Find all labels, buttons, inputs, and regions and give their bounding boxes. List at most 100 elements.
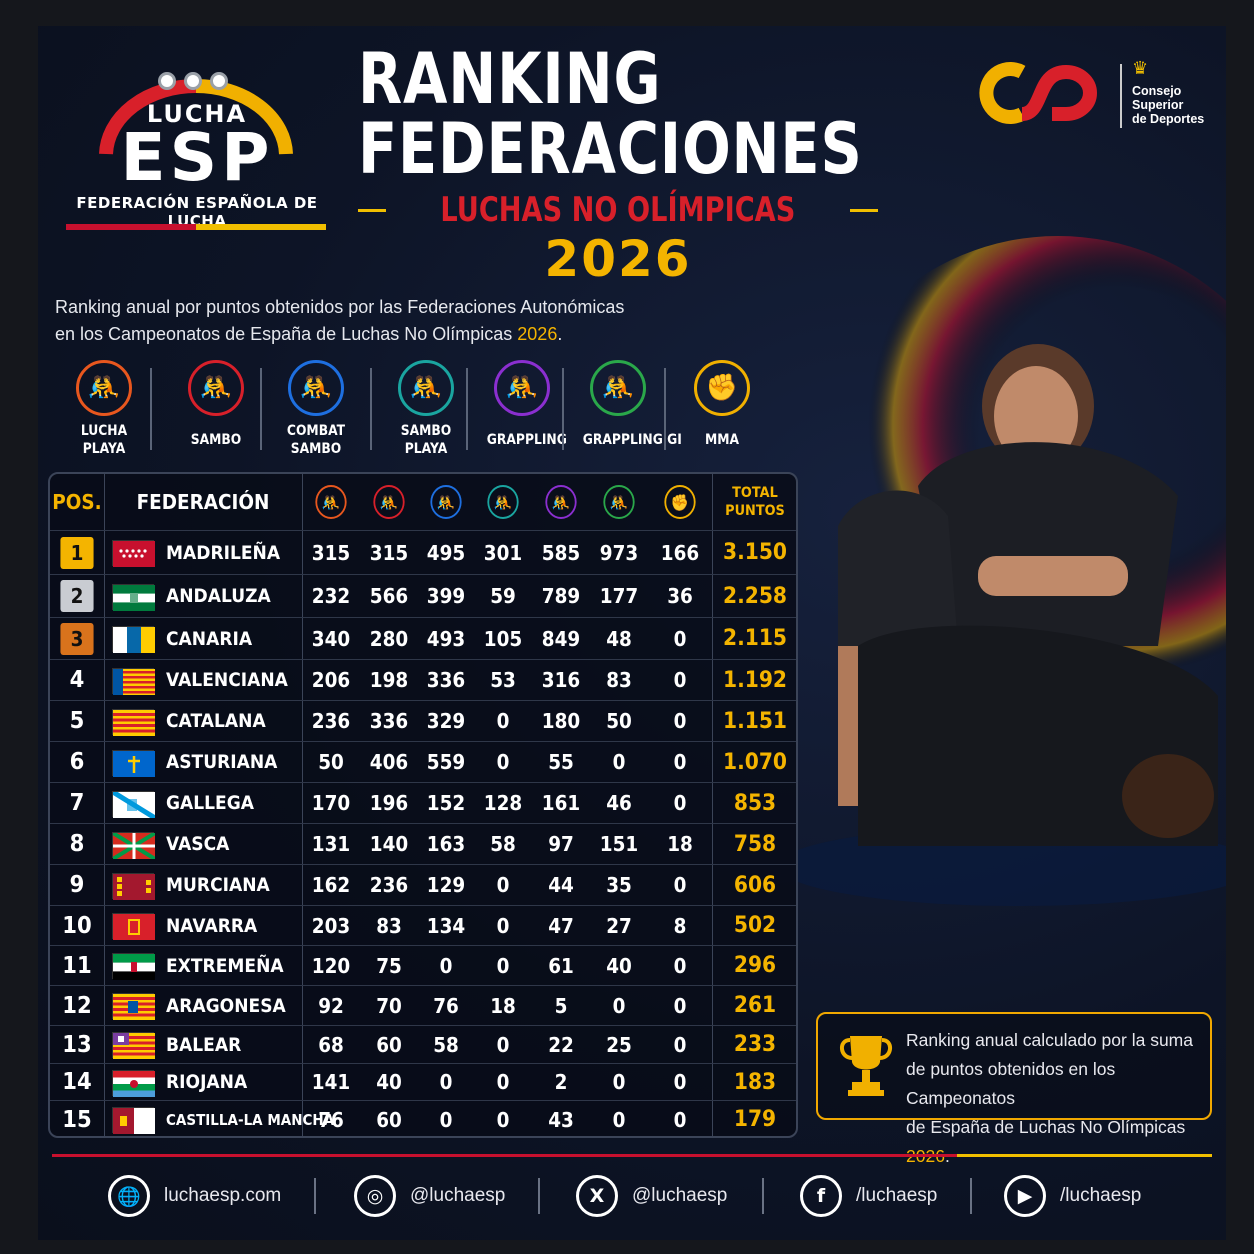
discipline-4: 🤼 GRAPPLING <box>482 360 567 449</box>
total-points: 853 <box>733 790 777 816</box>
federation-name: MADRILEÑA <box>166 541 281 564</box>
points-cell: 180 <box>541 709 581 733</box>
discipline-separator <box>370 368 372 450</box>
points-cell: 301 <box>483 540 523 565</box>
points-cell: 8 <box>673 913 687 938</box>
total-points: 502 <box>733 913 777 938</box>
table-row: 5 CATALANA 236 336 329 0 180 50 0 1.151 <box>50 700 796 741</box>
points-cell: 849 <box>541 626 581 651</box>
position-medal: 2 <box>60 580 94 612</box>
total-points: 1.151 <box>722 708 788 734</box>
points-cell: 399 <box>426 584 466 608</box>
total-points: 261 <box>733 993 777 1018</box>
points-cell: 236 <box>369 873 409 897</box>
points-cell: 140 <box>369 832 409 856</box>
total-points: 233 <box>733 1032 777 1057</box>
points-cell: 61 <box>548 953 574 978</box>
description-line-2: en los Campeonatos de España de Luchas N… <box>55 324 563 344</box>
points-cell: 0 <box>496 1070 510 1094</box>
points-cell: 27 <box>606 913 632 938</box>
points-cell: 329 <box>426 709 466 733</box>
points-cell: 0 <box>673 709 687 733</box>
subtitle: LUCHAS NO OLÍMPICAS <box>358 190 878 230</box>
discipline-label: SAMBO <box>190 432 242 448</box>
points-cell: 48 <box>606 626 632 651</box>
combat-sambo-icon: 🤼 <box>430 485 462 519</box>
discipline-0: 🤼 LUCHA PLAYA <box>64 360 144 458</box>
points-cell: 0 <box>673 993 687 1018</box>
total-points: 179 <box>733 1107 777 1132</box>
trophy-icon <box>840 1036 892 1096</box>
federation-name: RIOJANA <box>166 1071 248 1093</box>
total-points: 296 <box>733 953 777 978</box>
extremadura-flag-icon <box>112 953 155 980</box>
points-cell: 0 <box>496 1107 510 1132</box>
points-cell: 170 <box>311 791 351 815</box>
total-points: 606 <box>733 872 777 898</box>
social-link-facebook[interactable]: f/luchaesp <box>800 1174 937 1218</box>
footer-separator <box>762 1178 764 1214</box>
total-points: 183 <box>733 1069 777 1095</box>
points-cell: 152 <box>426 791 466 815</box>
csd-logo[interactable]: ♛ Consejo Superior de Deportes <box>974 58 1214 138</box>
points-cell: 59 <box>490 584 516 608</box>
points-cell: 105 <box>483 626 523 651</box>
position-cell: 6 <box>69 749 85 775</box>
csd-name: Consejo Superior de Deportes <box>1132 84 1205 126</box>
madrid-flag-icon <box>112 540 155 567</box>
title-line-2: FEDERACIONES <box>358 108 863 190</box>
points-cell: 0 <box>612 993 626 1018</box>
wrestlers-photo <box>798 236 1226 906</box>
aragon-flag-icon <box>112 993 155 1020</box>
table-row: 12 ARAGONESA 92 70 76 18 5 0 0 261 <box>50 985 796 1025</box>
social-handle: /luchaesp <box>856 1185 938 1206</box>
points-cell: 493 <box>426 626 466 651</box>
pais-vasco-flag-icon <box>111 830 157 861</box>
points-cell: 0 <box>439 1107 453 1132</box>
federation-name: VALENCIANA <box>166 669 288 691</box>
points-cell: 76 <box>433 993 459 1018</box>
column-divider <box>302 474 303 1136</box>
points-cell: 70 <box>376 993 402 1018</box>
navarra-flag-icon <box>112 913 155 940</box>
description: Ranking anual por puntos obtenidos por l… <box>55 294 675 348</box>
total-points: 1.070 <box>722 749 788 775</box>
table-row: 9 MURCIANA 162 236 129 0 44 35 0 606 <box>50 864 796 905</box>
table-row: 10 NAVARRA 203 83 134 0 47 27 8 502 <box>50 905 796 945</box>
points-cell: 280 <box>369 626 409 651</box>
points-cell: 53 <box>490 668 516 692</box>
position-cell: 12 <box>62 992 92 1019</box>
points-cell: 559 <box>426 750 466 774</box>
social-link-x[interactable]: X @luchaesp <box>576 1174 727 1218</box>
lucha-esp-logo[interactable]: LUCHA ESP FEDERACIÓN ESPAÑOLA DE LUCHA <box>52 46 326 236</box>
position-cell: 8 <box>69 831 85 857</box>
points-cell: 495 <box>426 540 466 565</box>
points-cell: 0 <box>673 873 687 897</box>
points-cell: 0 <box>673 953 687 978</box>
points-cell: 25 <box>606 1032 632 1057</box>
header-discipline-5: 🤼 <box>592 474 645 530</box>
points-cell: 0 <box>496 709 510 733</box>
federation-name: NAVARRA <box>166 914 258 937</box>
description-line-1: Ranking anual por puntos obtenidos por l… <box>55 297 625 317</box>
csd-mark-icon <box>979 62 1097 124</box>
federation-name: BALEAR <box>166 1033 242 1056</box>
table-row: 11 EXTREMEÑA 120 75 0 0 61 40 0 296 <box>50 945 796 985</box>
points-cell: 315 <box>311 540 351 565</box>
points-cell: 141 <box>311 1070 351 1094</box>
social-link-youtube[interactable]: ▶ /luchaesp <box>1004 1174 1141 1218</box>
points-cell: 196 <box>369 791 409 815</box>
header-discipline-2: 🤼 <box>420 474 472 530</box>
discipline-legend: 🤼 LUCHA PLAYA 🤼 SAMBO 🤼 COMBAT SAMBO 🤼 SAMBO PLAYA… <box>50 360 770 460</box>
baleares-flag-icon <box>112 1032 155 1059</box>
table-row: 6 ASTURIANA 50 406 559 0 55 0 0 1.070 <box>50 741 796 782</box>
social-link-instagram[interactable]: ◎ @luchaesp <box>354 1174 505 1218</box>
points-cell: 40 <box>606 953 632 978</box>
position-medal: 3 <box>60 622 94 655</box>
social-link-globe[interactable]: 🌐 luchaesp.com <box>108 1174 281 1218</box>
header-discipline-0: 🤼 <box>304 474 357 530</box>
points-cell: 35 <box>606 873 632 897</box>
federation-name: MURCIANA <box>166 874 270 896</box>
header-total: TOTAL PUNTOS <box>725 485 785 519</box>
points-cell: 50 <box>606 709 632 733</box>
